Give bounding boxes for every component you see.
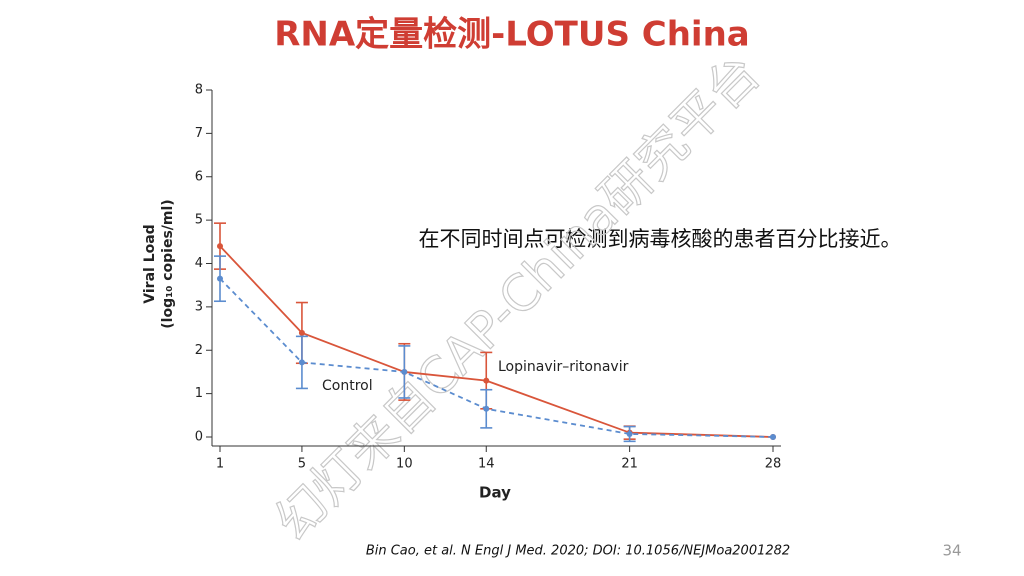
y-tick-label: 2 xyxy=(195,343,203,358)
y-axis-label-line: Viral Load xyxy=(142,224,158,303)
y-tick-label: 7 xyxy=(195,126,203,141)
y-tick-label: 0 xyxy=(195,430,203,445)
series-label: Lopinavir–ritonavir xyxy=(498,359,629,375)
x-axis-label: Day xyxy=(479,484,511,502)
point xyxy=(298,359,305,366)
point xyxy=(483,405,490,412)
series-label: Control xyxy=(322,378,373,394)
page-number: 34 xyxy=(942,542,961,560)
point xyxy=(401,368,408,375)
y-tick-label: 4 xyxy=(195,256,203,271)
annotation: 在不同时间点可检测到病毒核酸的患者百分比接近。 xyxy=(419,227,902,251)
y-tick-label: 8 xyxy=(195,83,203,98)
x-tick-label: 14 xyxy=(478,457,495,472)
y-tick-label: 1 xyxy=(195,386,203,401)
y-axis-label: Viral Load (log₁₀ copies/ml) xyxy=(142,199,176,328)
x-tick-label: 28 xyxy=(765,457,782,472)
x-tick-label: 5 xyxy=(298,457,306,472)
point xyxy=(217,275,223,282)
point xyxy=(626,430,633,437)
slide-title: RNA定量检测-LOTUS China xyxy=(274,15,750,55)
x-tick-label: 21 xyxy=(621,457,638,472)
y-tick-label: 3 xyxy=(195,299,203,314)
y-tick-label: 5 xyxy=(195,213,203,228)
point xyxy=(770,434,776,440)
y-axis-label-line: (log₁₀ copies/ml) xyxy=(160,199,176,328)
x-tick-label: 1 xyxy=(216,457,224,472)
point xyxy=(483,377,490,384)
citation: Bin Cao, et al. N Engl J Med. 2020; DOI:… xyxy=(366,544,790,559)
y-tick-label: 6 xyxy=(195,169,203,184)
point xyxy=(298,329,305,336)
point xyxy=(217,243,223,250)
series-line xyxy=(219,278,774,438)
x-tick-label: 10 xyxy=(396,457,413,472)
series-line xyxy=(219,245,774,438)
watermark: 幻灯来自CAP-China研究平台 xyxy=(264,44,771,551)
